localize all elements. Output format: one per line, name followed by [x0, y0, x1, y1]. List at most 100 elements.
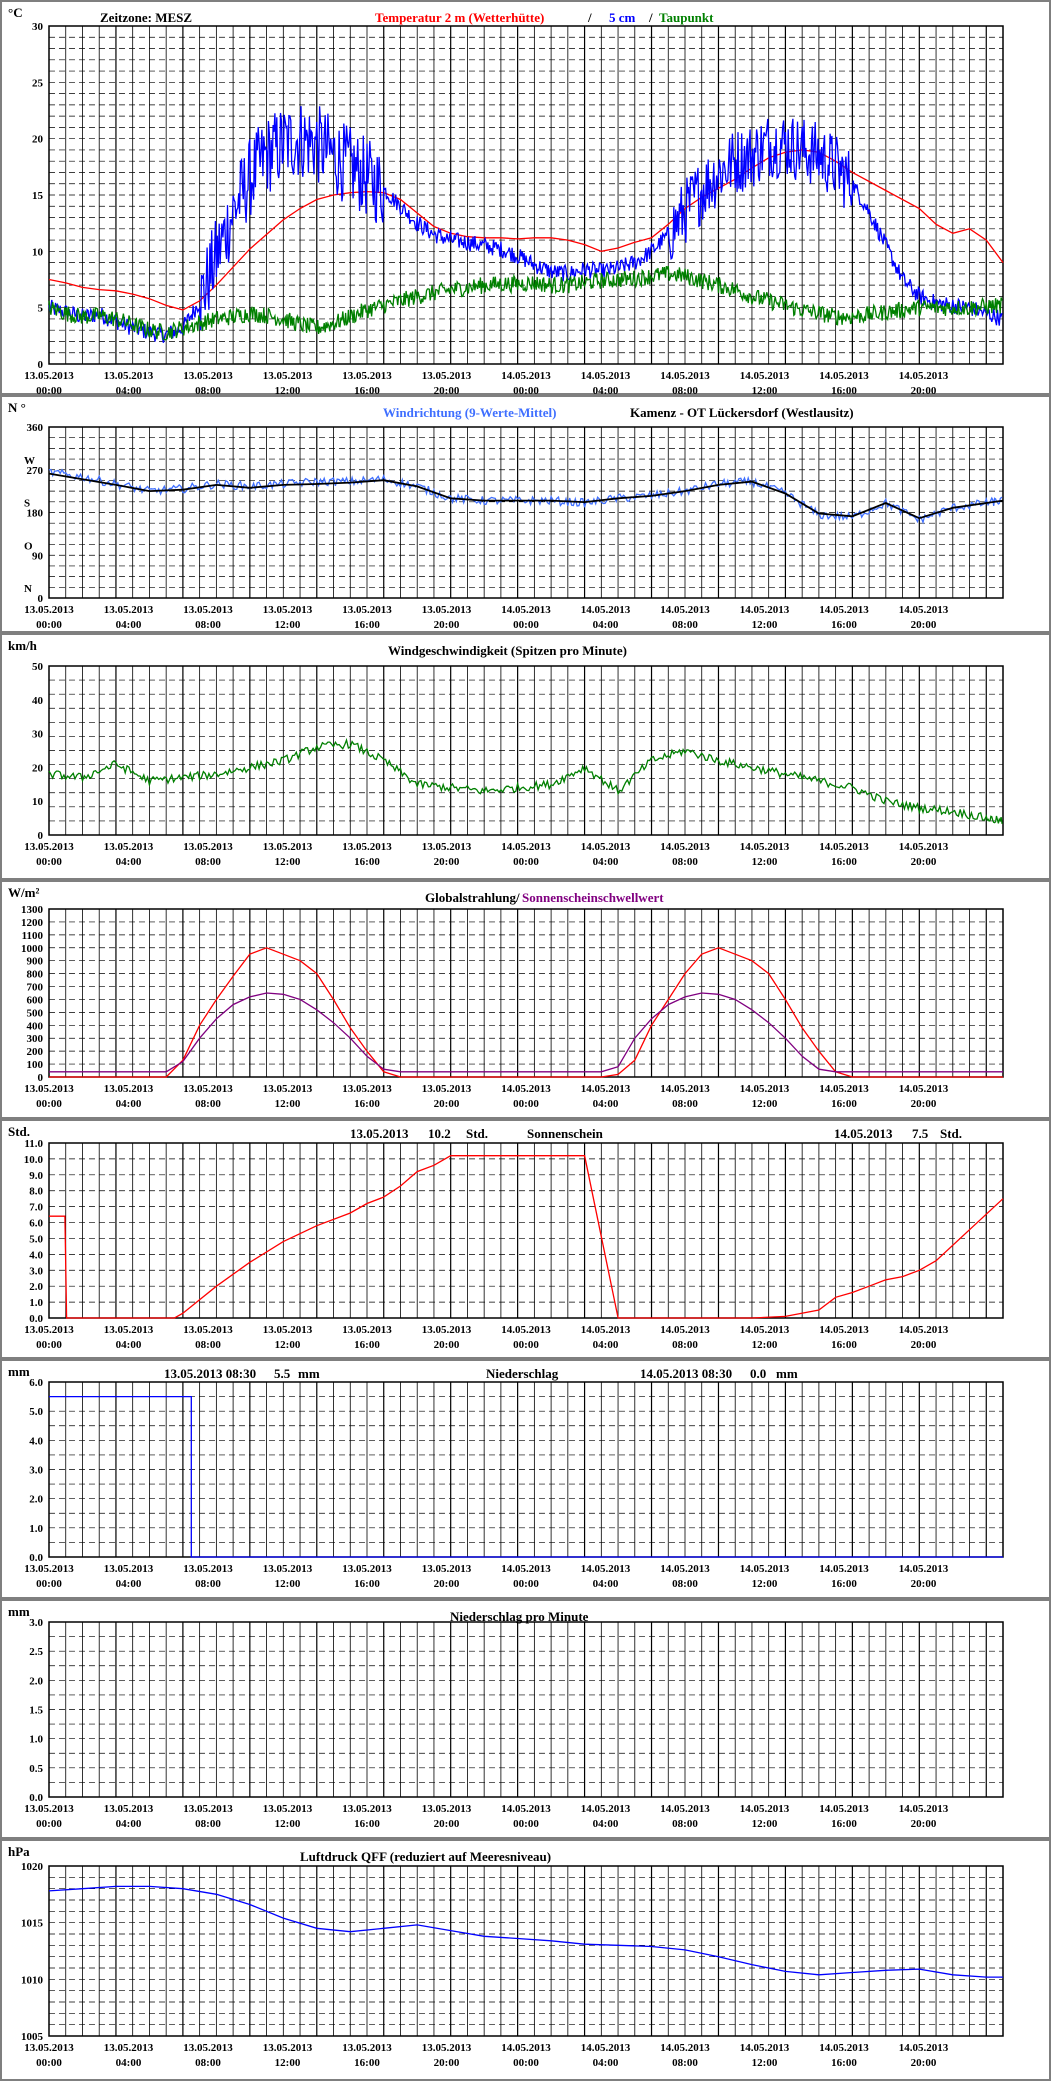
series-line-temperature-1 — [48, 106, 1003, 343]
chart-title: 0.0 — [750, 1366, 766, 1381]
x-tick-time: 00:00 — [36, 1339, 62, 1351]
x-tick-date: 13.05.2013 — [263, 841, 313, 853]
x-tick-time: 00:00 — [513, 2057, 539, 2069]
cardinal-label: S — [24, 498, 30, 510]
chart-title: 13.05.2013 — [350, 1126, 409, 1141]
x-tick-time: 04:00 — [116, 1818, 142, 1830]
x-tick-time: 08:00 — [672, 619, 698, 631]
y-tick-label: 0.0 — [29, 1313, 43, 1325]
y-unit-label: N ° — [8, 400, 26, 415]
y-tick-label: 10 — [32, 246, 44, 258]
y-tick-label: 5 — [38, 303, 44, 315]
series-line-wind_speed-0 — [48, 737, 1003, 824]
y-tick-label: 0 — [38, 830, 44, 842]
x-tick-date: 14.05.2013 — [819, 1803, 869, 1815]
chart-title: Std. — [466, 1126, 488, 1141]
x-tick-date: 14.05.2013 — [660, 1324, 710, 1336]
x-tick-date: 13.05.2013 — [422, 841, 472, 853]
chart-title: Windrichtung (9-Werte-Mittel) — [383, 405, 556, 420]
x-tick-date: 13.05.2013 — [104, 604, 154, 616]
x-tick-time: 16:00 — [354, 1578, 380, 1590]
x-tick-date: 13.05.2013 — [263, 1563, 313, 1575]
chart-title: Niederschlag pro Minute — [450, 1609, 589, 1624]
series-line-pressure-0 — [48, 1885, 1003, 1978]
x-tick-time: 00:00 — [513, 856, 539, 868]
x-tick-date: 14.05.2013 — [740, 370, 790, 382]
panel-radiation: W/m² 010020030040050060070080090010001100… — [0, 880, 1051, 1119]
x-tick-date: 13.05.2013 — [24, 841, 74, 853]
x-tick-date: 13.05.2013 — [342, 841, 392, 853]
x-tick-time: 04:00 — [116, 385, 142, 397]
cardinal-label: O — [24, 540, 33, 552]
chart-title: Globalstrahlung/ — [425, 890, 520, 905]
x-tick-time: 08:00 — [672, 1339, 698, 1351]
y-tick-label: 30 — [32, 729, 44, 741]
y-tick-label: 1005 — [21, 2031, 44, 2043]
x-tick-date: 13.05.2013 — [24, 604, 74, 616]
x-tick-date: 14.05.2013 — [581, 841, 631, 853]
x-tick-time: 20:00 — [911, 2057, 937, 2069]
x-tick-time: 12:00 — [275, 1339, 301, 1351]
x-tick-time: 00:00 — [513, 619, 539, 631]
x-tick-time: 12:00 — [752, 2057, 778, 2069]
y-tick-label: 200 — [27, 1046, 44, 1058]
x-tick-date: 14.05.2013 — [581, 1324, 631, 1336]
x-tick-time: 12:00 — [275, 2057, 301, 2069]
x-tick-date: 13.05.2013 — [263, 1083, 313, 1095]
x-tick-date: 14.05.2013 — [660, 2042, 710, 2054]
x-tick-date: 13.05.2013 — [104, 1324, 154, 1336]
x-tick-date: 14.05.2013 — [819, 2042, 869, 2054]
x-tick-time: 04:00 — [593, 1339, 619, 1351]
y-tick-label: 10 — [32, 796, 44, 808]
x-tick-date: 14.05.2013 — [819, 1083, 869, 1095]
y-tick-label: 1100 — [22, 930, 44, 942]
y-tick-label: 0.0 — [29, 1792, 43, 1804]
x-tick-date: 14.05.2013 — [819, 604, 869, 616]
chart-title: mm — [776, 1366, 798, 1381]
x-tick-date: 13.05.2013 — [342, 2042, 392, 2054]
x-tick-time: 08:00 — [195, 1339, 221, 1351]
x-tick-time: 04:00 — [116, 1578, 142, 1590]
x-tick-time: 08:00 — [195, 1098, 221, 1110]
x-tick-date: 13.05.2013 — [24, 370, 74, 382]
y-tick-label: 500 — [27, 1007, 44, 1019]
x-tick-time: 16:00 — [354, 856, 380, 868]
x-tick-time: 08:00 — [672, 1578, 698, 1590]
y-unit-label: km/h — [8, 638, 38, 653]
plot-area — [48, 665, 1004, 836]
x-tick-time: 12:00 — [752, 385, 778, 397]
x-tick-date: 14.05.2013 — [819, 841, 869, 853]
x-tick-time: 04:00 — [116, 1098, 142, 1110]
y-unit-label: W/m² — [8, 885, 39, 900]
x-tick-date: 14.05.2013 — [581, 1803, 631, 1815]
x-tick-time: 16:00 — [831, 1818, 857, 1830]
y-tick-label: 0 — [38, 359, 44, 371]
x-tick-time: 04:00 — [116, 619, 142, 631]
x-tick-time: 08:00 — [672, 2057, 698, 2069]
x-tick-date: 14.05.2013 — [899, 1563, 949, 1575]
x-tick-date: 13.05.2013 — [24, 1324, 74, 1336]
chart-title: 7.5 — [912, 1126, 929, 1141]
x-tick-time: 08:00 — [672, 385, 698, 397]
y-tick-label: 600 — [27, 994, 44, 1006]
x-tick-time: 20:00 — [911, 385, 937, 397]
x-tick-time: 12:00 — [275, 1818, 301, 1830]
x-tick-date: 14.05.2013 — [660, 1803, 710, 1815]
panel-frame — [0, 395, 1051, 633]
chart-title: 10.2 — [428, 1126, 451, 1141]
y-tick-label: 1.0 — [29, 1734, 43, 1746]
x-tick-time: 16:00 — [831, 619, 857, 631]
x-tick-date: 14.05.2013 — [501, 1803, 551, 1815]
y-tick-label: 1010 — [21, 1974, 44, 1986]
x-tick-time: 12:00 — [275, 856, 301, 868]
y-tick-label: 1015 — [21, 1918, 44, 1930]
x-tick-time: 08:00 — [195, 1818, 221, 1830]
x-tick-date: 14.05.2013 — [740, 841, 790, 853]
x-tick-date: 13.05.2013 — [24, 1563, 74, 1575]
cardinal-label: W — [24, 455, 35, 467]
x-tick-date: 13.05.2013 — [422, 1803, 472, 1815]
x-tick-time: 00:00 — [513, 1578, 539, 1590]
panel-precip_per_min: mm 0.0 0.5 1.0 1.5 2.0 2.5 3.0 13.05.2013 00:00 13… — [0, 1599, 1051, 1839]
